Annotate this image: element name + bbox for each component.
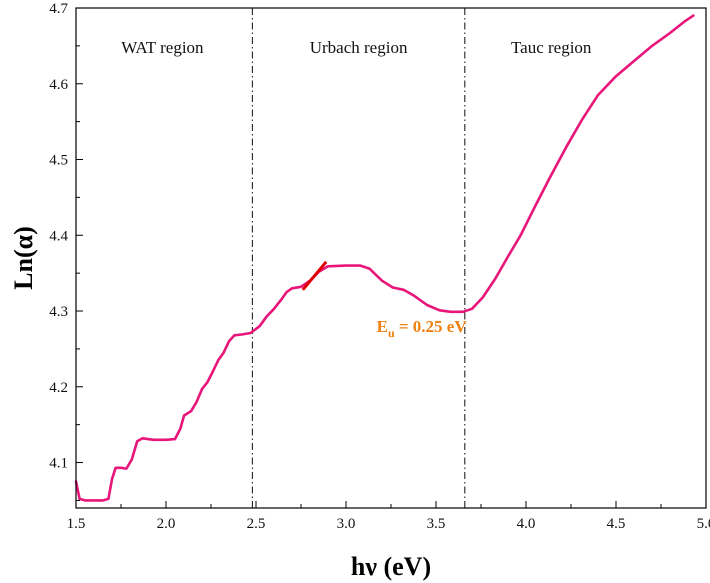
x-tick-label: 4.0	[517, 516, 536, 532]
annotation-main: E	[377, 317, 388, 336]
x-axis-title: hν (eV)	[351, 552, 431, 581]
region-label-1: WAT region	[121, 38, 204, 57]
annotation-subscript: u	[388, 326, 395, 340]
plot-frame	[75, 7, 707, 509]
x-tick-label: 4.5	[607, 516, 626, 532]
urbach-fit-line	[301, 260, 328, 291]
urbach-energy-annotation: Eu = 0.25 eV	[377, 317, 468, 340]
x-tick-label: 5.0	[697, 516, 710, 532]
y-tick-label: 4.5	[49, 153, 68, 169]
y-tick-label: 4.3	[49, 304, 68, 320]
x-tick-label: 3.0	[337, 516, 356, 532]
y-tick-label: 4.4	[49, 228, 68, 244]
y-axis-title: Ln(α)	[9, 226, 38, 290]
x-tick-label: 1.5	[67, 516, 86, 532]
region-label-3: Tauc region	[511, 38, 592, 57]
x-tick-label: 3.5	[427, 516, 446, 532]
annotation-value: = 0.25 eV	[395, 317, 468, 336]
region-label-2: Urbach region	[310, 38, 408, 57]
y-tick-label: 4.2	[49, 380, 68, 396]
labels-layer: 1.5 2.0 2.5 3.0 3.5 4.0 4.5 5.0 4.1 4.2 4.3 4.4 4.5 4…	[49, 1, 710, 532]
x-tick-label: 2.5	[247, 516, 266, 532]
ticks-layer	[75, 7, 707, 508]
y-tick-label: 4.7	[49, 1, 68, 17]
y-tick-label: 4.6	[49, 77, 68, 93]
data-series-line	[74, 14, 695, 502]
x-tick-label: 2.0	[157, 516, 176, 532]
y-tick-label: 4.1	[49, 456, 68, 472]
plot-layer	[74, 8, 695, 508]
